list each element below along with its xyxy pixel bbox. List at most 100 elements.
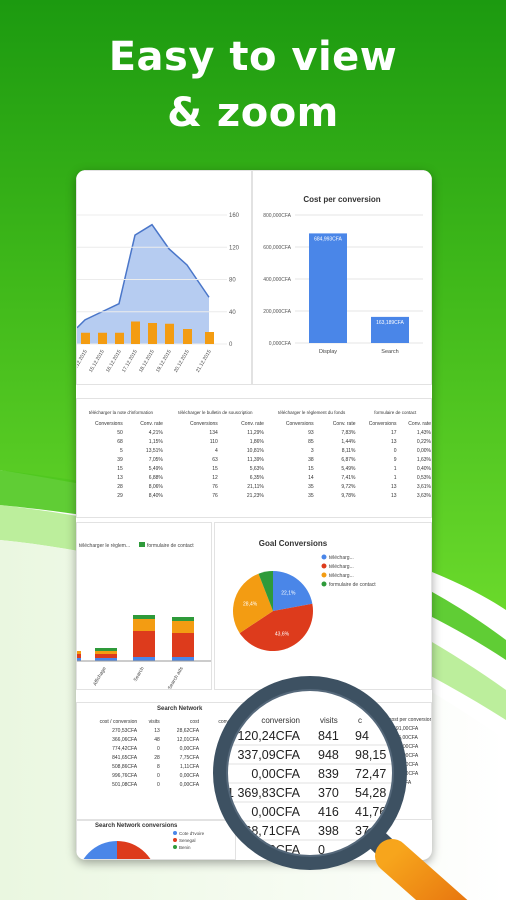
column-header: Conv. rate xyxy=(408,420,431,427)
category-label: Affichage xyxy=(92,666,108,687)
date-label: 16.12.2015 xyxy=(105,349,123,374)
table-cell: 5 xyxy=(119,447,123,454)
table-cell: 134 xyxy=(209,429,218,436)
legend-dot xyxy=(173,831,177,835)
column-header: cost per conversion xyxy=(389,717,432,723)
category-label: Search xyxy=(133,666,146,683)
date-label: 20.12.2015 xyxy=(173,349,191,374)
table-cell: 21,11% xyxy=(247,483,264,490)
table-cell: 51 xyxy=(239,727,245,734)
table-cell: 4,21% xyxy=(148,429,163,436)
slice-label: 28,4% xyxy=(243,602,258,608)
table-cell: 0 xyxy=(156,772,160,779)
table-cell: 12,01CFA xyxy=(176,736,200,743)
slice-label: 43,6% xyxy=(275,631,290,637)
legend-label: télécharger le règlem... xyxy=(79,543,130,549)
date-label: 21.12.2015 xyxy=(195,349,213,374)
legend-label: télécharg... xyxy=(329,573,354,579)
conversion-bar xyxy=(81,332,90,344)
table-cell: 17 xyxy=(390,429,397,436)
table-cell: 6,35% xyxy=(249,474,264,481)
table-cell: 0,00CFA xyxy=(179,745,200,752)
stacked-segment xyxy=(77,658,81,661)
conversion-bar xyxy=(183,329,192,344)
table-cell: 841,65CFA xyxy=(112,754,138,761)
table-cell: 10,81% xyxy=(246,447,264,454)
search-conv-panel: Search Network conversions Cote d'Ivoire… xyxy=(76,820,236,860)
table-cell: 28 xyxy=(154,754,160,761)
table-cell: 11,29% xyxy=(247,429,264,436)
stacked-segment xyxy=(95,654,117,658)
legend-label: télécharg... xyxy=(329,555,354,561)
table-cell: 0,00CFA xyxy=(179,781,200,788)
table-cell: 48 xyxy=(154,736,160,743)
table-cell: 5,63% xyxy=(249,465,264,472)
table-cell: 0 xyxy=(156,745,160,752)
cost-bar xyxy=(371,316,409,343)
y-tick-label: 600,000CFA xyxy=(263,245,291,251)
table-cell: 996,76CFA xyxy=(112,772,138,779)
category-label: Search ads xyxy=(167,666,185,690)
legend-label: Benin xyxy=(179,845,191,850)
table-cell: 15 xyxy=(212,465,218,472)
table-cell: 501,08CFA xyxy=(112,781,138,788)
column-header: Conv. rate xyxy=(140,420,163,427)
table-cell: 7,75CFA xyxy=(179,754,200,761)
table-cell: 93 xyxy=(308,429,314,436)
table-cell: 8 000,00CFA xyxy=(389,744,419,750)
bar-value-label: 684,993CFA xyxy=(314,236,342,242)
stacked-segment xyxy=(172,657,194,661)
y-tick-label: 80 xyxy=(229,278,236,284)
date-label: 15.12.2015 xyxy=(88,349,106,374)
pie-slice xyxy=(117,841,151,859)
table-cell: 8,40% xyxy=(148,492,163,499)
conversions-table: télécharger la note d'information télécha… xyxy=(77,405,431,500)
group-header: télécharger la note d'information xyxy=(88,409,154,415)
date-label: 14.12.2015 xyxy=(77,349,89,374)
conversion-bar xyxy=(98,332,107,344)
table-cell: 28,62CFA xyxy=(176,727,200,734)
stacked-chart-panel: télécharger le règlem... formulaire de co… xyxy=(76,522,212,690)
legend-dot xyxy=(321,572,327,578)
legend-label: Cote d'Ivoire xyxy=(179,831,205,836)
stacked-bar-chart: télécharger le règlem... formulaire de co… xyxy=(77,542,211,690)
table-cell: 35 xyxy=(308,483,314,490)
table-cell: 1 xyxy=(242,754,245,761)
table-cell: 68 xyxy=(117,438,123,445)
legend-dot xyxy=(173,845,177,849)
cost-per-conversion-chart: 800,000CFA 600,000CFA 400,000CFA 200,000CFA… xyxy=(263,213,423,355)
search-network-table: cost / conversion visits cost conversions 27… xyxy=(77,717,247,789)
date-label: 19.12.2015 xyxy=(155,349,173,374)
stacked-segment xyxy=(77,651,81,654)
column-header: Conversions xyxy=(368,420,397,427)
conversion-bar xyxy=(115,332,124,344)
column-header: Conv. rate xyxy=(332,420,356,427)
table-cell: 8 xyxy=(156,763,160,770)
table-cell: 1,15% xyxy=(148,438,163,445)
date-label: 18.12.2015 xyxy=(138,349,156,374)
table-cell: 14 xyxy=(308,474,314,481)
table-row: 50 4,21% 134 11,29% 93 7,83% 17 1,43% xyxy=(77,428,431,437)
table-cell: 9 xyxy=(393,456,397,463)
table-cell: 13 xyxy=(154,727,160,734)
table-cell: 1,43% xyxy=(416,429,431,436)
table-cell: 110 xyxy=(209,438,218,445)
table-cell: 13,00CFA xyxy=(389,780,412,786)
column-header: Conv. rate xyxy=(241,420,264,427)
table-cell: 0 xyxy=(242,736,245,743)
cost-per-conversion-column: cost per conversion 1 591,00CFA 4 115,00CF… xyxy=(389,717,432,789)
table-row: 39 7,05% 63 11,39% 38 6,87% 9 1,63% xyxy=(77,455,431,464)
table-cell: 11,39% xyxy=(247,456,264,463)
y-tick-label: 0,000CFA xyxy=(269,341,292,347)
pie-slice xyxy=(233,573,273,634)
table-row: 366,06CFA 48 12,01CFA 0 xyxy=(77,735,247,744)
table-cell: 12 xyxy=(212,474,218,481)
table-cell: 15 xyxy=(117,465,123,472)
table-cell: 1 430,00CFA xyxy=(389,762,419,768)
pie-slice xyxy=(239,603,313,651)
column-header: cost / conversion xyxy=(99,718,138,725)
stacked-segment xyxy=(172,621,194,633)
table-cell: 0 xyxy=(393,447,397,454)
table-cell: 8,11% xyxy=(341,447,356,454)
table-cell: 3 xyxy=(242,763,245,770)
